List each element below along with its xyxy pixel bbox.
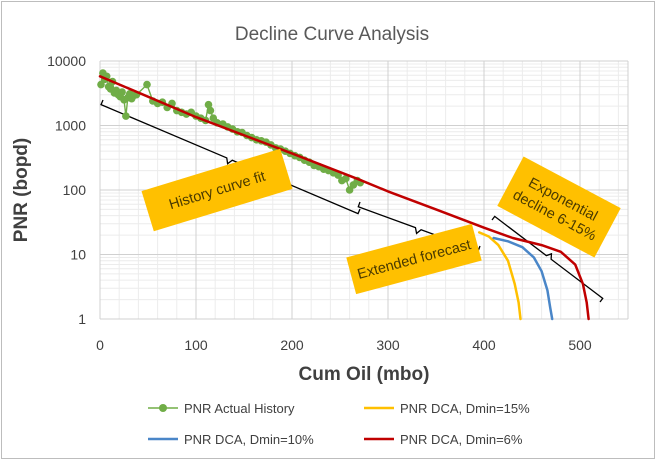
legend-label: PNR DCA, Dmin=6%	[400, 432, 523, 447]
series-line	[98, 75, 590, 321]
x-tick-label: 100	[184, 337, 208, 353]
x-tick-label: 200	[280, 337, 304, 353]
y-tick-label: 100	[63, 182, 87, 198]
data-point	[118, 88, 126, 96]
series-line	[492, 236, 554, 321]
legend-entry: PNR DCA, Dmin=6%	[364, 432, 523, 447]
series-2	[477, 231, 522, 321]
legend-marker	[159, 404, 167, 412]
x-tick-label: 400	[472, 337, 496, 353]
legend-label: PNR Actual History	[184, 401, 295, 416]
y-tick-label: 10000	[47, 53, 86, 69]
x-tick-labels: 0 100 200 300 400 500	[96, 337, 592, 353]
x-tick-label: 500	[568, 337, 592, 353]
series-4	[98, 75, 590, 321]
data-point	[206, 106, 215, 115]
legend: PNR Actual History PNR DCA, Dmin=15% PNR D…	[148, 401, 530, 447]
data-point	[204, 100, 213, 109]
data-point	[97, 80, 105, 89]
data-point	[143, 80, 151, 89]
legend-entry: PNR Actual History	[148, 401, 295, 416]
legend-label: PNR DCA, Dmin=10%	[184, 432, 314, 447]
x-tick-label: 300	[376, 337, 400, 353]
data-point	[122, 112, 130, 120]
chart-title: Decline Curve Analysis	[235, 24, 429, 45]
series	[97, 69, 590, 321]
callout-background	[497, 156, 621, 258]
y-axis-label: PNR (bopd)	[11, 138, 32, 242]
callout-background	[141, 148, 293, 232]
legend-entry: PNR DCA, Dmin=15%	[364, 401, 530, 416]
x-axis-label: Cum Oil (mbo)	[299, 364, 430, 385]
legend-label: PNR DCA, Dmin=15%	[400, 401, 530, 416]
bracket-history	[100, 99, 361, 215]
series-3	[492, 236, 554, 321]
y-tick-label: 1000	[55, 118, 86, 134]
legend-entry: PNR DCA, Dmin=10%	[148, 432, 314, 447]
y-tick-label: 10	[70, 247, 86, 263]
callout-background	[346, 223, 482, 295]
data-point	[342, 174, 350, 183]
x-tick-label: 0	[96, 337, 104, 353]
series-line	[477, 231, 522, 321]
bracket-exponential	[491, 215, 604, 303]
y-tick-labels: 1 10 100 1000 10000	[47, 53, 86, 327]
y-tick-label: 1	[78, 311, 86, 327]
